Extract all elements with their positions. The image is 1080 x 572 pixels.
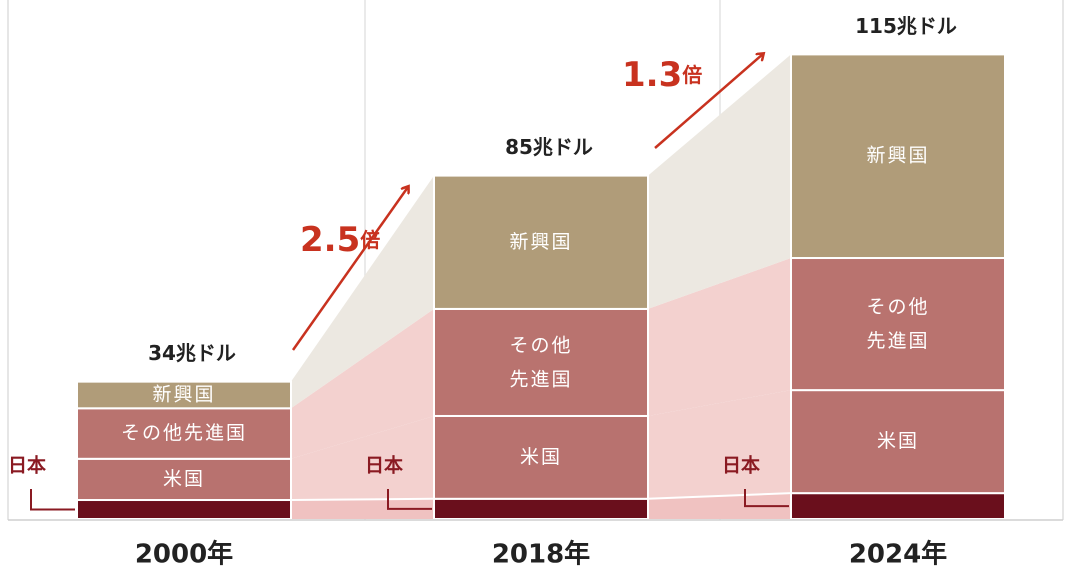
connectors	[290, 54, 792, 519]
series-label: 新興国	[509, 231, 572, 253]
bar-segment	[433, 307, 649, 417]
bar-segment	[790, 492, 1006, 521]
connector-band	[291, 498, 434, 519]
growth-arrow	[654, 54, 763, 149]
x-tick-label: 2024年	[849, 539, 947, 570]
growth-arrow	[291, 187, 408, 351]
total-label: 85兆ドル	[505, 135, 593, 159]
connector-band	[291, 308, 434, 459]
growth-label: 2.5倍	[300, 220, 380, 260]
bar-segment	[76, 380, 292, 410]
series-label: 日本	[8, 454, 46, 477]
connector-band	[648, 258, 791, 416]
connector-band	[648, 390, 791, 499]
connector-divider	[290, 497, 435, 502]
growth-unit: 倍	[360, 228, 380, 252]
bar-segment	[790, 53, 1006, 260]
connector-divider	[647, 492, 792, 500]
series-label: 米国	[520, 446, 562, 468]
bar-segment	[790, 257, 1006, 392]
label-leader	[387, 489, 432, 510]
series-label: その他先進国	[866, 296, 929, 352]
x-tick-label: 2018年	[492, 539, 590, 570]
x-tick-label: 2000年	[135, 539, 233, 570]
bar-segment	[76, 499, 292, 520]
label-leader	[30, 489, 75, 511]
label-leader	[744, 489, 789, 508]
connector-band	[648, 493, 791, 519]
total-label: 115兆ドル	[855, 14, 957, 38]
series-label: その他先進国	[509, 334, 572, 390]
connector-band	[291, 415, 434, 501]
growth-unit: 倍	[682, 63, 702, 87]
growth-number: 2.5	[300, 220, 360, 260]
total-label: 34兆ドル	[148, 341, 236, 365]
series-label: 米国	[877, 430, 919, 452]
bar-segment	[76, 407, 292, 460]
growth-number: 1.3	[622, 55, 682, 95]
connector-band	[648, 54, 791, 309]
bar-segment	[790, 389, 1006, 495]
bar-segment	[433, 414, 649, 500]
series-label: その他先進国	[121, 422, 247, 444]
series-label: 新興国	[152, 383, 215, 405]
series-label: 日本	[365, 454, 403, 477]
bar-segment	[433, 497, 649, 520]
series-label: 米国	[163, 468, 205, 490]
series-label: 日本	[722, 454, 760, 477]
bar-segment	[433, 174, 649, 310]
growth-label: 1.3倍	[622, 55, 702, 95]
connector-band	[291, 175, 434, 409]
series-label: 新興国	[866, 145, 929, 167]
